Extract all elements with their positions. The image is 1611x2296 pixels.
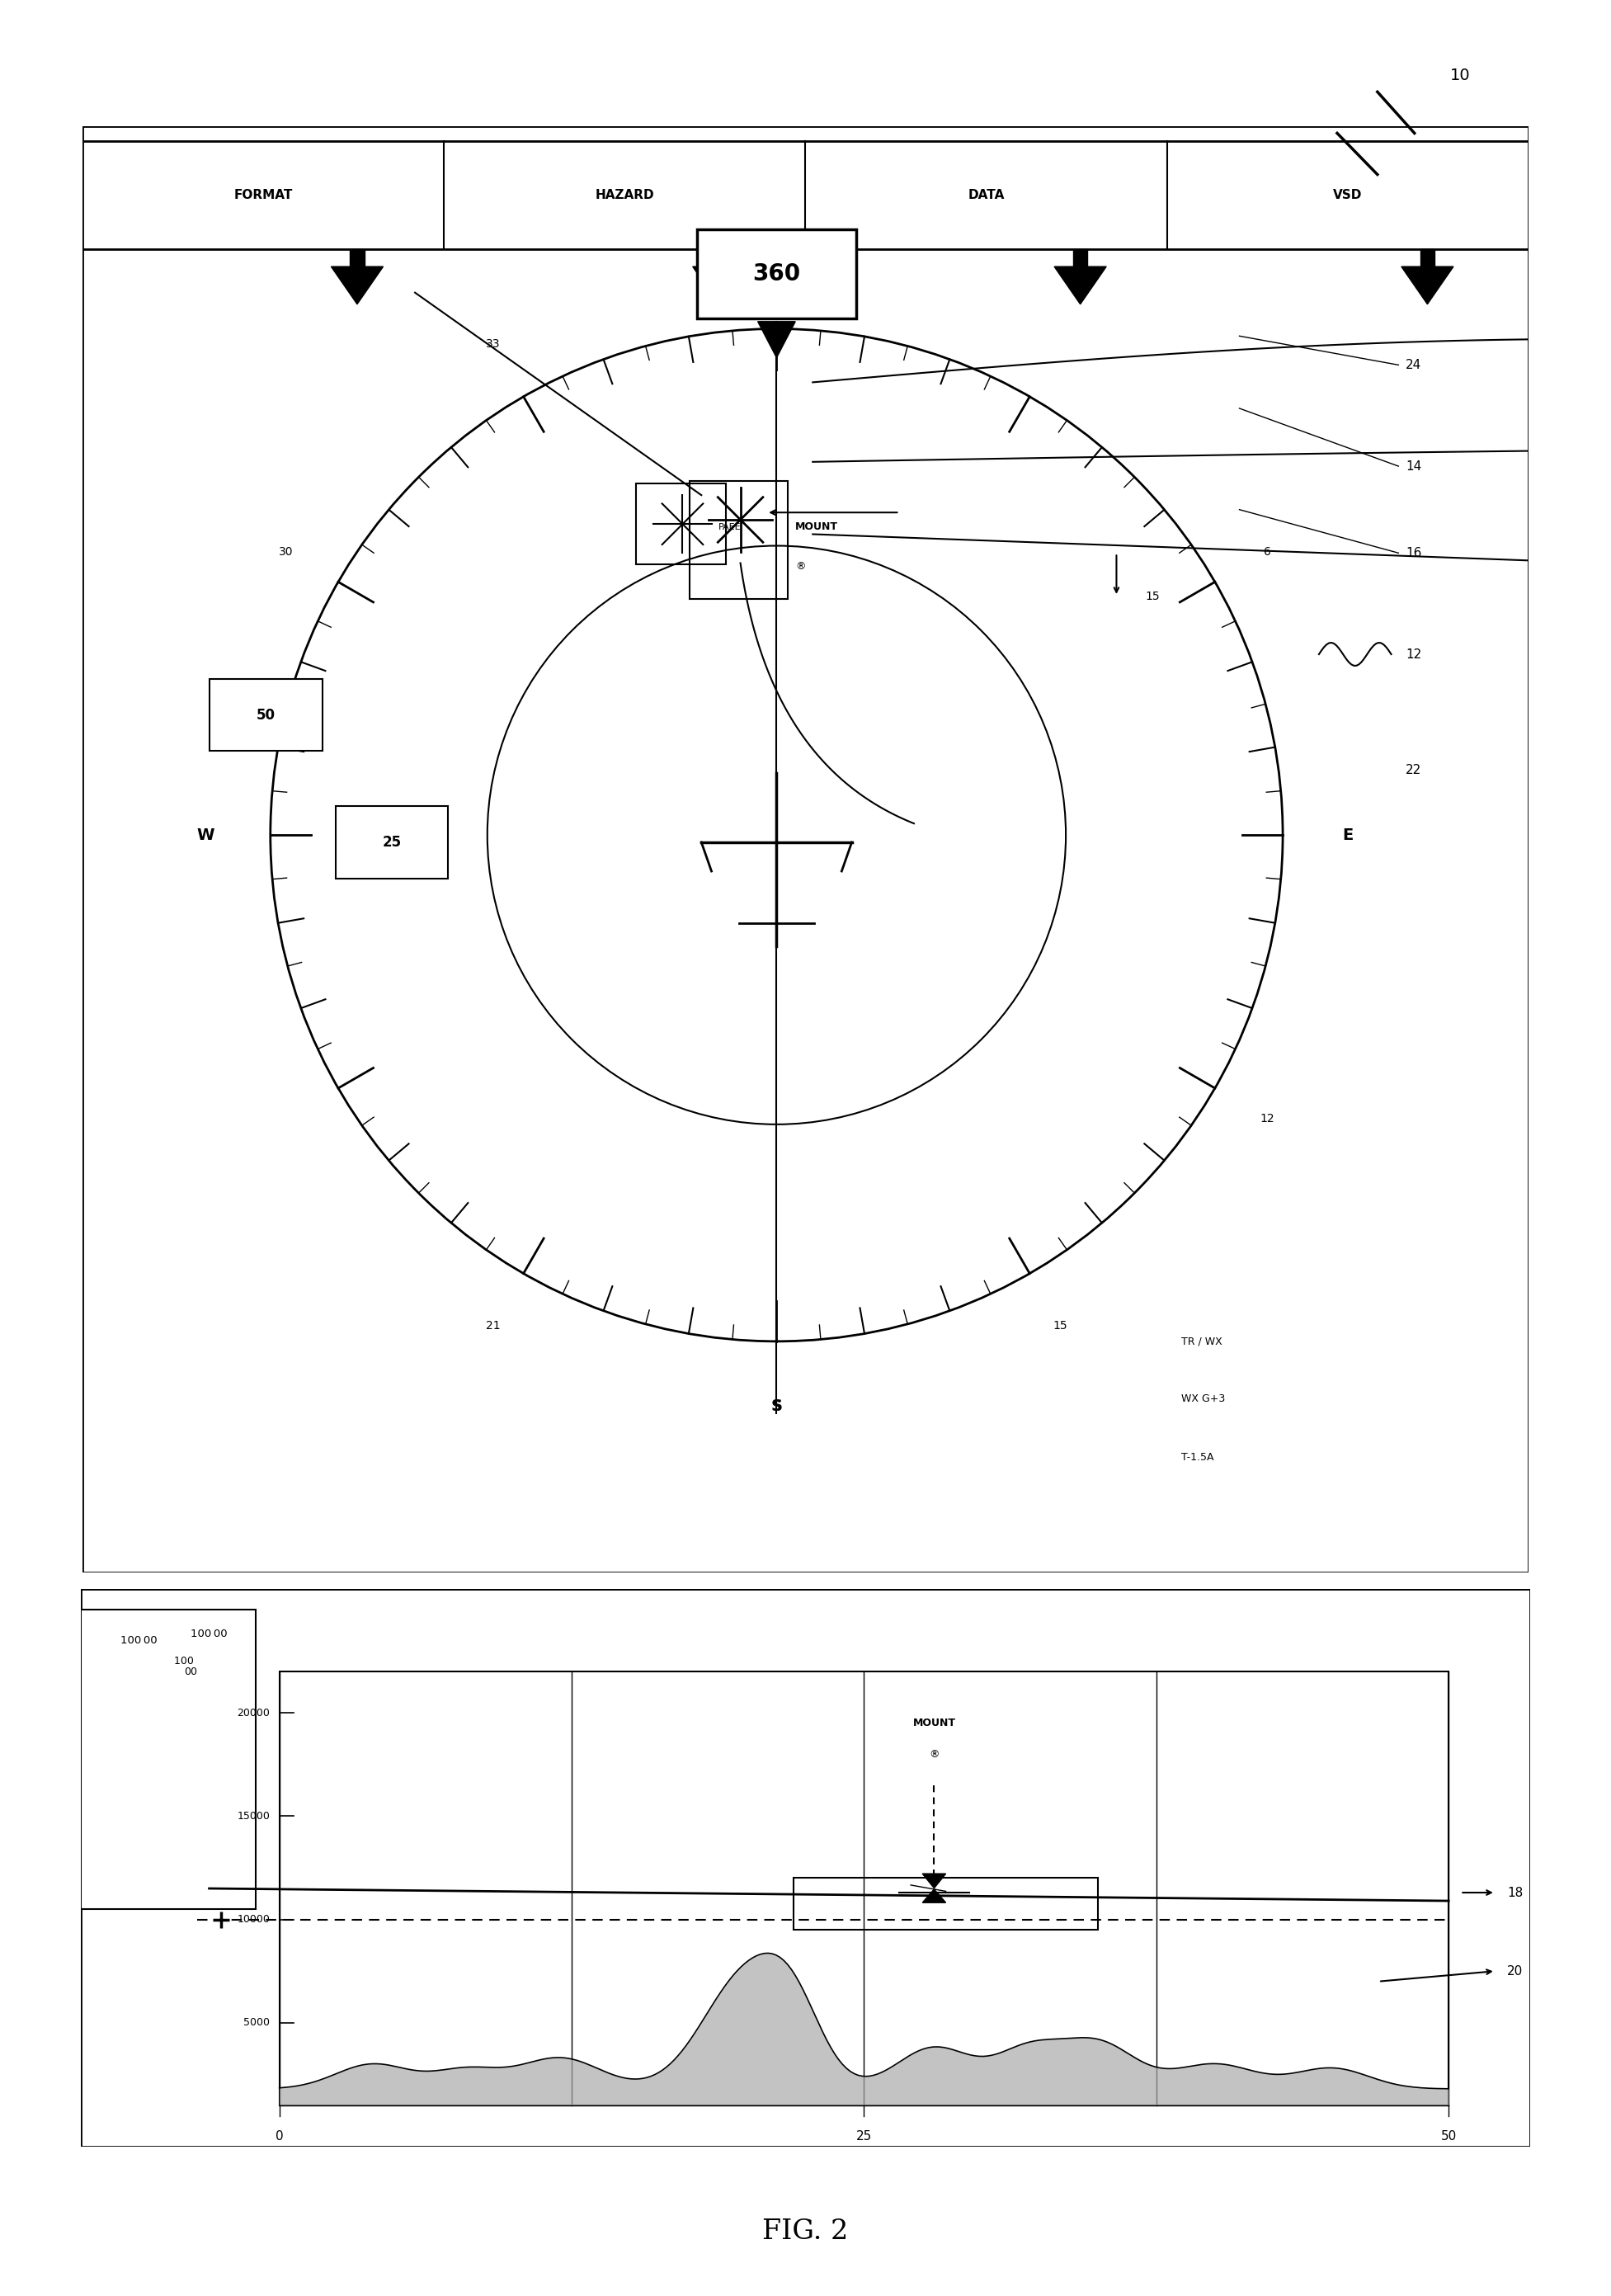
Text: 15: 15 bbox=[1145, 590, 1160, 602]
Polygon shape bbox=[923, 1874, 946, 1887]
Text: 10: 10 bbox=[1450, 69, 1471, 83]
Text: 12: 12 bbox=[1406, 647, 1421, 661]
Bar bbox=[1073, 250, 1087, 266]
Text: HAZARD: HAZARD bbox=[594, 188, 654, 202]
Bar bbox=[794, 1878, 1097, 1929]
Text: 20000: 20000 bbox=[237, 1708, 271, 1717]
Text: 30: 30 bbox=[279, 546, 293, 558]
Text: MOUNT: MOUNT bbox=[796, 521, 838, 533]
Text: FIG. 2: FIG. 2 bbox=[762, 2218, 849, 2245]
Text: 15: 15 bbox=[1052, 1320, 1068, 1332]
Bar bbox=[335, 806, 448, 879]
Text: MOUNT: MOUNT bbox=[913, 1717, 955, 1729]
Text: 100 00: 100 00 bbox=[190, 1628, 227, 1639]
Text: S: S bbox=[772, 1398, 781, 1414]
Text: 14: 14 bbox=[1406, 459, 1421, 473]
Text: 24: 24 bbox=[1406, 358, 1421, 372]
Text: E: E bbox=[1342, 827, 1353, 843]
Polygon shape bbox=[1054, 266, 1107, 303]
Text: 21: 21 bbox=[487, 1320, 501, 1332]
Text: S: S bbox=[770, 1398, 783, 1414]
Text: 18: 18 bbox=[1506, 1887, 1522, 1899]
Text: 50: 50 bbox=[1440, 2131, 1456, 2142]
Text: 10000: 10000 bbox=[237, 1915, 271, 1924]
Text: 12: 12 bbox=[1260, 1114, 1274, 1125]
Text: 6: 6 bbox=[1265, 546, 1271, 558]
Text: DATA: DATA bbox=[968, 188, 1005, 202]
Polygon shape bbox=[1402, 266, 1453, 303]
Bar bbox=[350, 250, 364, 266]
Text: PAEE: PAEE bbox=[719, 523, 741, 530]
Polygon shape bbox=[693, 266, 744, 303]
Text: 15000: 15000 bbox=[237, 1812, 271, 1821]
Text: FORMAT: FORMAT bbox=[234, 188, 293, 202]
Bar bbox=[690, 480, 788, 599]
Bar bbox=[698, 230, 855, 319]
Text: 360: 360 bbox=[752, 262, 801, 285]
Polygon shape bbox=[923, 1890, 946, 1903]
Text: W: W bbox=[197, 827, 214, 843]
Bar bbox=[209, 680, 322, 751]
Text: 5000: 5000 bbox=[243, 2018, 271, 2027]
Text: WX G+3: WX G+3 bbox=[1181, 1394, 1226, 1405]
Polygon shape bbox=[332, 266, 383, 303]
Bar bbox=[712, 250, 727, 266]
Text: 100: 100 bbox=[174, 1655, 198, 1667]
Text: ®: ® bbox=[796, 560, 806, 572]
Bar bbox=[636, 484, 727, 565]
Polygon shape bbox=[757, 321, 796, 358]
Text: ®: ® bbox=[930, 1750, 939, 1759]
Text: TR / WX: TR / WX bbox=[1181, 1336, 1223, 1348]
Text: 16: 16 bbox=[1406, 546, 1421, 560]
Text: 00: 00 bbox=[184, 1667, 198, 1676]
Text: 33: 33 bbox=[487, 338, 501, 349]
Text: VSD: VSD bbox=[1334, 188, 1363, 202]
Text: 0: 0 bbox=[275, 2131, 284, 2142]
Text: 22: 22 bbox=[1406, 765, 1421, 776]
Text: 25: 25 bbox=[382, 836, 401, 850]
Bar bbox=[1421, 250, 1435, 266]
Text: T-1.5A: T-1.5A bbox=[1181, 1451, 1215, 1463]
Bar bbox=[82, 140, 1529, 250]
Text: 25: 25 bbox=[855, 2131, 872, 2142]
Bar bbox=[81, 1609, 256, 1910]
Text: 100 00: 100 00 bbox=[121, 1635, 158, 1646]
Bar bbox=[279, 1671, 1448, 2105]
Text: 50: 50 bbox=[256, 707, 275, 723]
Text: 20: 20 bbox=[1506, 1965, 1522, 1977]
